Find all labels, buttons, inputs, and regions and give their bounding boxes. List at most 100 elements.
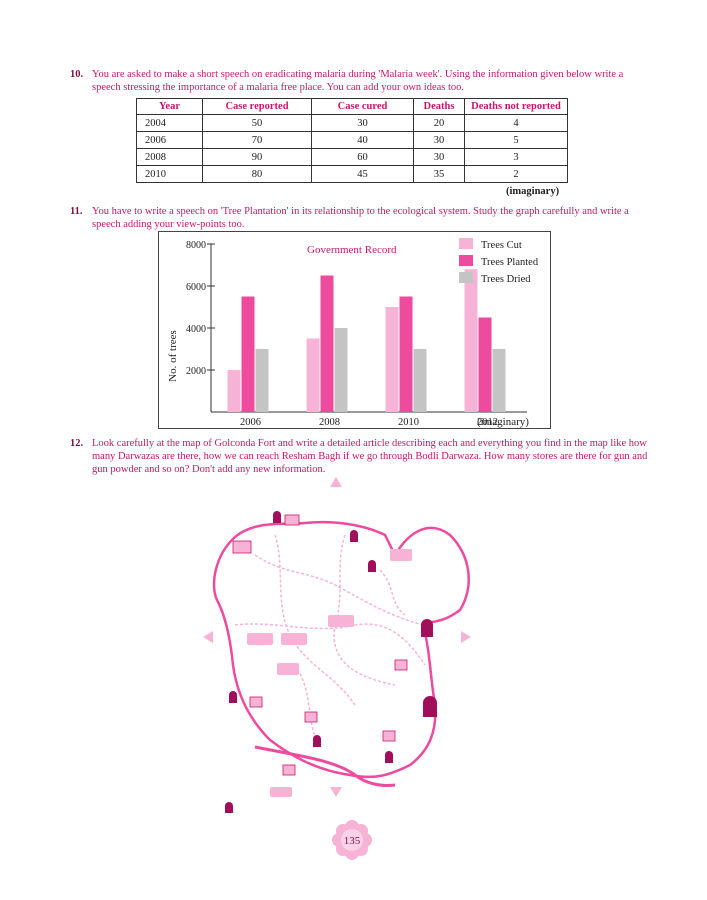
darwaza-icon	[313, 735, 321, 747]
bar-trees-planted	[478, 317, 492, 412]
legend-label: Trees Cut	[481, 240, 522, 251]
west-arrow-icon	[203, 631, 213, 643]
bar-trees-cut	[227, 370, 241, 412]
legend-swatch	[459, 272, 473, 283]
stores	[232, 514, 408, 776]
darwaza-icon	[368, 560, 376, 572]
fort-wall	[212, 520, 470, 779]
palace-icon	[277, 663, 299, 675]
table-cell: 70	[202, 131, 312, 149]
question-text: Look carefully at the map of Golconda Fo…	[92, 438, 648, 475]
north-arrow-icon	[330, 477, 342, 487]
question-text: You have to write a speech on 'Tree Plan…	[92, 206, 629, 230]
store-icon	[282, 764, 296, 776]
col-header: Deaths not reported	[464, 98, 568, 115]
table-cell: 2004	[136, 114, 203, 132]
y-axis-label: No. of trees	[167, 330, 179, 382]
table-cell: 50	[202, 114, 312, 132]
table-row: 2010 80 45 35 2	[136, 165, 568, 183]
legend-label: Trees Planted	[481, 257, 539, 268]
palace-icon	[390, 549, 412, 561]
page-number-badge: 135	[332, 820, 372, 860]
darwaza-icon	[423, 696, 437, 717]
bar-trees-planted	[241, 296, 255, 412]
palace-icon	[328, 615, 354, 627]
bar-trees-dried	[413, 349, 427, 412]
table-cell: 4	[464, 114, 568, 132]
store-icon	[394, 659, 408, 671]
y-tick-label: 6000	[186, 282, 206, 293]
legend-swatch	[459, 238, 473, 249]
x-tick-label: 2012	[477, 417, 498, 428]
table-cell: 20	[413, 114, 465, 132]
question-12: 12. Look carefully at the map of Golcond…	[70, 437, 650, 476]
legend-swatch	[459, 255, 473, 266]
imaginary-note: (imaginary)	[506, 186, 560, 197]
y-tick-label: 2000	[186, 366, 206, 377]
table-cell: 2	[464, 165, 568, 183]
darwazas	[225, 511, 437, 813]
table-cell: 2006	[136, 131, 203, 149]
bar-trees-dried	[255, 349, 269, 412]
x-tick-label: 2006	[240, 417, 261, 428]
question-11: 11. You have to write a speech on 'Tree …	[70, 205, 650, 231]
question-10: 10. You are asked to make a short speech…	[70, 68, 650, 94]
col-header: Case reported	[202, 98, 312, 115]
store-icon	[304, 711, 318, 723]
east-arrow-icon	[461, 631, 471, 643]
chart-note: (imaginary)	[477, 416, 529, 428]
store-icon	[284, 514, 300, 526]
bar-trees-planted	[320, 275, 334, 412]
col-header: Case cured	[311, 98, 414, 115]
table-cell: 60	[311, 148, 414, 166]
table-cell: 30	[413, 148, 465, 166]
palaces	[247, 549, 412, 797]
y-tick-label: 8000	[186, 240, 206, 251]
table-cell: 90	[202, 148, 312, 166]
y-tick-label: 4000	[186, 324, 206, 335]
darwaza-icon	[385, 751, 393, 763]
table-cell: 45	[311, 165, 414, 183]
legend-label: Trees Dried	[481, 274, 531, 285]
flower-icon	[332, 820, 372, 860]
store-icon	[382, 730, 396, 742]
table-cell: 2008	[136, 148, 203, 166]
question-number: 10.	[70, 69, 84, 80]
table-row: 2004 50 30 20 4	[136, 114, 568, 132]
tree-chart: Government Record No. of trees (imaginar…	[158, 231, 551, 429]
darwaza-icon	[350, 530, 358, 542]
river	[254, 745, 396, 787]
table-cell: 2010	[136, 165, 203, 183]
palace-icon	[281, 633, 307, 645]
bar-trees-dried	[492, 349, 506, 412]
table-cell: 30	[413, 131, 465, 149]
malaria-table: Year Case reported Case cured Deaths Dea…	[136, 98, 568, 183]
bar-chart-svg: Government Record No. of trees (imaginar…	[167, 238, 539, 428]
table-cell: 5	[464, 131, 568, 149]
table-cell: 40	[311, 131, 414, 149]
page-number: 135	[344, 835, 361, 847]
table-row: 2008 90 60 30 3	[136, 148, 568, 166]
chart-title: Government Record	[307, 244, 397, 256]
store-icon	[249, 696, 263, 708]
darwaza-icon	[421, 619, 433, 637]
bar-trees-cut	[464, 269, 478, 412]
table-cell: 80	[202, 165, 312, 183]
x-tick-label: 2008	[319, 417, 340, 428]
question-number: 12.	[70, 438, 84, 449]
bar-trees-cut	[306, 338, 320, 412]
table-cell: 30	[311, 114, 414, 132]
darwaza-icon	[273, 511, 281, 523]
store-icon	[232, 540, 252, 554]
palace-icon	[247, 633, 273, 645]
palace-icon	[270, 787, 292, 797]
table-cell: 35	[413, 165, 465, 183]
golconda-fort-map	[203, 477, 471, 813]
col-header: Deaths	[413, 98, 465, 115]
darwaza-icon	[225, 802, 233, 813]
x-tick-label: 2010	[398, 417, 419, 428]
darwaza-icon	[229, 691, 237, 703]
table-row: 2006 70 40 30 5	[136, 131, 568, 149]
question-text: You are asked to make a short speech on …	[92, 69, 624, 93]
question-number: 11.	[70, 206, 83, 217]
